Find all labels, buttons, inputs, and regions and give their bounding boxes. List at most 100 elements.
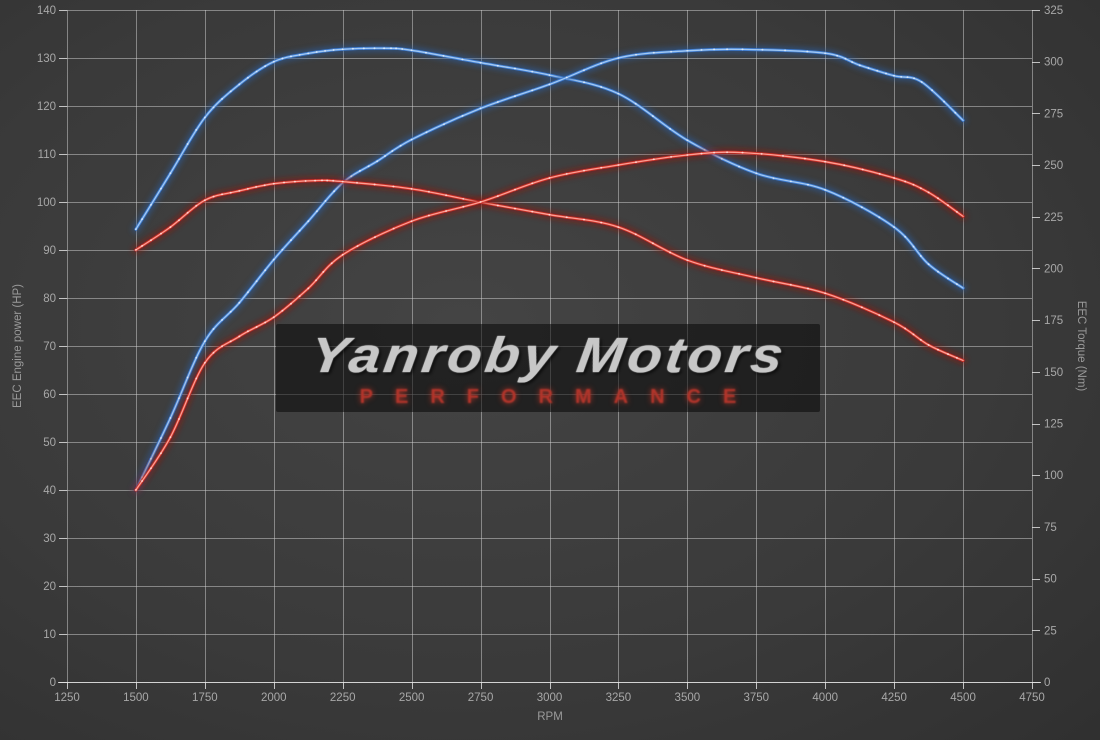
curve-dot <box>330 262 333 265</box>
curve-dot <box>134 228 137 231</box>
curve-dot <box>169 436 172 439</box>
curve-dot <box>669 127 672 130</box>
curve-dot <box>565 76 568 79</box>
curve-dot <box>600 62 603 65</box>
curve-dot <box>851 61 854 64</box>
curve-dot <box>341 181 344 184</box>
curve-dot <box>392 227 395 230</box>
y-right-tick-label: 125 <box>1044 419 1063 431</box>
curve-dot <box>141 218 144 221</box>
curve-dot <box>496 195 499 198</box>
curve-dot <box>221 345 224 348</box>
curve-dot <box>238 335 241 338</box>
y-right-tick-labels: 0 25 50 75 100 125 150 175 200 225 250 275 300 325 <box>1044 5 1063 689</box>
curve-dot <box>304 180 307 182</box>
curve-dot <box>937 197 939 200</box>
curve-dot <box>178 157 180 160</box>
curve-dot <box>700 48 703 51</box>
curve-dot <box>860 206 863 209</box>
curve-dot <box>186 143 189 145</box>
curve-dot <box>410 187 413 190</box>
curve-dot <box>686 49 689 52</box>
curve-dot <box>927 191 930 194</box>
curve-dot <box>686 139 689 142</box>
curve-dot <box>531 182 534 185</box>
watermark: Yanroby Motors PERFORMANCE <box>276 324 820 412</box>
curve-dot <box>150 239 152 242</box>
curve-dot <box>842 298 845 301</box>
curve-dot <box>927 344 930 346</box>
curve-dot <box>634 233 637 236</box>
curve-dot <box>726 48 729 51</box>
curve-dot <box>384 155 386 157</box>
curve-dot <box>462 205 465 208</box>
curve-dot <box>410 138 413 141</box>
y-left-tick-label: 70 <box>43 341 56 353</box>
x-tick-label: 2750 <box>468 692 494 704</box>
red-power-glow <box>132 148 967 494</box>
curve-dot <box>531 70 534 73</box>
red-power-curve <box>132 148 967 494</box>
blue-power-curve <box>132 45 967 494</box>
curve-dot <box>461 114 464 117</box>
curve-dot <box>341 48 344 51</box>
y-left-tick-label: 120 <box>37 101 56 113</box>
curve-dot <box>229 90 232 93</box>
curve-dot <box>842 196 845 199</box>
curve-dot <box>741 151 744 154</box>
curve-dot <box>713 151 716 154</box>
curve-dot <box>858 64 861 67</box>
curve-dot <box>134 489 137 491</box>
curve-dot <box>263 184 266 187</box>
curve-dot <box>238 83 241 86</box>
curve-dot <box>947 353 949 356</box>
curve-dot <box>583 81 585 84</box>
curve-dot <box>427 214 430 217</box>
curve-dot <box>332 49 335 51</box>
x-tick-label: 4500 <box>950 692 976 704</box>
curve-dot <box>425 51 427 54</box>
curve-dot <box>741 48 744 51</box>
curve-dot <box>583 169 585 172</box>
blue-torque-line <box>134 46 965 290</box>
curve-dot <box>784 49 787 52</box>
curve-dot <box>442 54 445 57</box>
curve-dot <box>212 195 215 198</box>
curve-dot <box>844 57 847 60</box>
curve-dot <box>195 356 198 359</box>
curve-dot <box>298 229 301 232</box>
curve-dot <box>904 235 907 238</box>
curve-dot <box>383 47 386 50</box>
curve-dot <box>290 55 292 58</box>
curve-dot <box>315 279 318 282</box>
curve-dot <box>150 467 152 470</box>
curve-dot <box>755 172 758 175</box>
curve-dot <box>836 54 839 57</box>
curve-dot <box>281 248 284 251</box>
curve-dot <box>283 181 285 184</box>
curve-dot <box>229 310 232 313</box>
curve-dot <box>669 251 672 254</box>
curve-dot <box>373 183 376 186</box>
curve-dot <box>912 333 915 336</box>
curve-dot <box>514 207 516 210</box>
curve-dot <box>150 203 152 206</box>
curve-dot <box>160 187 162 190</box>
curve-dot <box>238 189 241 192</box>
curve-dot <box>246 76 249 79</box>
curve-dot <box>221 193 224 196</box>
curve-dot <box>565 216 568 219</box>
curve-dot <box>878 172 881 175</box>
curve-dot <box>221 97 224 100</box>
curve-dot <box>617 164 620 166</box>
curve-dot <box>824 188 827 191</box>
y-left-tick-label: 0 <box>50 677 56 689</box>
x-tick-labels: 1250 1500 1750 2000 2250 2500 2750 3000 3250 3500… <box>54 692 1045 704</box>
blue-power-core <box>135 48 964 491</box>
curve-dot <box>195 128 198 131</box>
curve-dot <box>350 175 353 178</box>
x-tick-label: 1500 <box>123 692 149 704</box>
curve-dot <box>876 69 879 72</box>
curve-dot <box>686 259 689 262</box>
